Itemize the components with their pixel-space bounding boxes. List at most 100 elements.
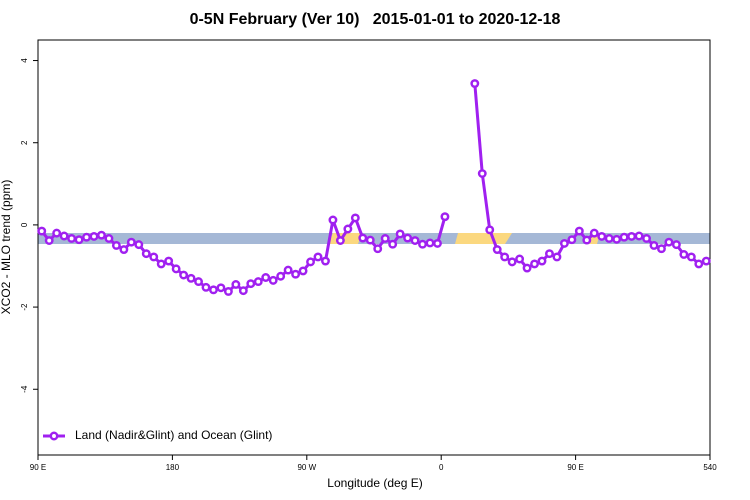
data-point bbox=[37, 226, 47, 236]
data-point bbox=[59, 231, 69, 241]
data-point bbox=[507, 257, 517, 267]
data-point bbox=[545, 249, 554, 259]
data-point bbox=[574, 226, 584, 236]
x-tick-label: 0 bbox=[439, 463, 444, 472]
y-axis-label: XCO2 - MLO trend (ppm) bbox=[0, 180, 13, 315]
data-point bbox=[410, 236, 420, 245]
data-point bbox=[335, 236, 345, 245]
data-point bbox=[657, 244, 666, 254]
y-tick-label: 4 bbox=[20, 58, 29, 63]
data-point bbox=[701, 256, 711, 266]
series-line bbox=[40, 83, 707, 293]
legend-marker bbox=[49, 431, 59, 441]
legend-label: Land (Nadir&Glint) and Ocean (Glint) bbox=[75, 428, 272, 442]
data-point bbox=[328, 215, 338, 225]
y-tick-label: -4 bbox=[20, 385, 29, 393]
data-point bbox=[179, 270, 189, 280]
data-point bbox=[395, 229, 405, 239]
data-point bbox=[298, 266, 308, 276]
data-point bbox=[589, 228, 599, 238]
data-point bbox=[358, 233, 368, 243]
data-point bbox=[89, 231, 99, 241]
data-point bbox=[52, 228, 62, 238]
data-point bbox=[238, 286, 248, 296]
data-point bbox=[522, 263, 532, 273]
data-point bbox=[223, 287, 233, 296]
data-point bbox=[627, 231, 637, 241]
data-point bbox=[343, 224, 353, 234]
data-point bbox=[477, 169, 487, 178]
data-point bbox=[679, 250, 689, 259]
data-point bbox=[104, 234, 114, 243]
x-tick-label: 90 E bbox=[30, 463, 46, 472]
land-band bbox=[455, 233, 512, 244]
data-point bbox=[642, 234, 651, 243]
data-point bbox=[694, 259, 704, 269]
data-point bbox=[634, 231, 644, 241]
x-axis-label: Longitude (deg E) bbox=[327, 476, 422, 490]
x-tick-label: 540 bbox=[703, 463, 717, 472]
data-point bbox=[433, 238, 442, 248]
data-point bbox=[671, 240, 681, 250]
data-point bbox=[156, 259, 166, 269]
chart-title: 0-5N February (Ver 10) 2015-01-01 to 202… bbox=[190, 11, 561, 28]
data-point bbox=[321, 256, 330, 266]
data-point bbox=[418, 239, 427, 249]
data-point bbox=[67, 234, 77, 243]
data-point bbox=[119, 245, 129, 255]
data-point bbox=[530, 259, 539, 269]
data-point bbox=[604, 234, 614, 243]
data-point bbox=[619, 232, 629, 242]
data-point bbox=[470, 79, 480, 89]
data-point bbox=[111, 240, 121, 250]
data-point bbox=[253, 277, 263, 287]
data-point bbox=[216, 283, 226, 293]
data-point bbox=[515, 254, 525, 264]
data-point bbox=[74, 235, 84, 245]
data-point bbox=[44, 236, 54, 245]
data-point bbox=[559, 238, 569, 248]
data-point bbox=[537, 256, 547, 266]
data-point bbox=[141, 249, 151, 259]
data-point bbox=[231, 280, 241, 289]
data-point bbox=[201, 282, 211, 292]
data-point bbox=[350, 213, 360, 223]
data-point bbox=[82, 232, 91, 242]
data-point bbox=[582, 235, 592, 245]
x-tick-label: 90 W bbox=[297, 463, 316, 472]
data-point bbox=[686, 252, 696, 262]
data-point bbox=[246, 279, 256, 289]
data-point bbox=[664, 237, 674, 247]
x-tick-label: 90 E bbox=[567, 463, 583, 472]
data-point bbox=[306, 257, 315, 267]
data-point bbox=[403, 233, 413, 243]
data-point bbox=[380, 234, 390, 243]
x-tick-label: 180 bbox=[166, 463, 180, 472]
data-point bbox=[194, 277, 203, 287]
data-point bbox=[567, 235, 577, 245]
data-point bbox=[485, 225, 495, 235]
data-point bbox=[313, 252, 323, 262]
data-point bbox=[500, 252, 510, 262]
data-point bbox=[440, 212, 450, 222]
data-point bbox=[291, 269, 301, 279]
data-point bbox=[283, 265, 293, 275]
data-point bbox=[388, 239, 398, 249]
data-point bbox=[126, 237, 136, 247]
data-point bbox=[612, 234, 622, 244]
plot-frame bbox=[37, 39, 711, 456]
data-point bbox=[164, 256, 174, 266]
y-tick-label: -2 bbox=[20, 303, 29, 311]
data-point bbox=[171, 264, 181, 274]
data-point bbox=[186, 273, 196, 283]
data-point bbox=[425, 238, 435, 248]
data-point bbox=[134, 240, 144, 250]
y-tick-label: 2 bbox=[20, 140, 29, 145]
data-point bbox=[597, 231, 607, 241]
data-point bbox=[149, 252, 159, 262]
data-point bbox=[97, 230, 106, 240]
y-tick-label: 0 bbox=[20, 222, 29, 227]
data-point bbox=[492, 245, 502, 255]
data-point bbox=[365, 235, 375, 245]
